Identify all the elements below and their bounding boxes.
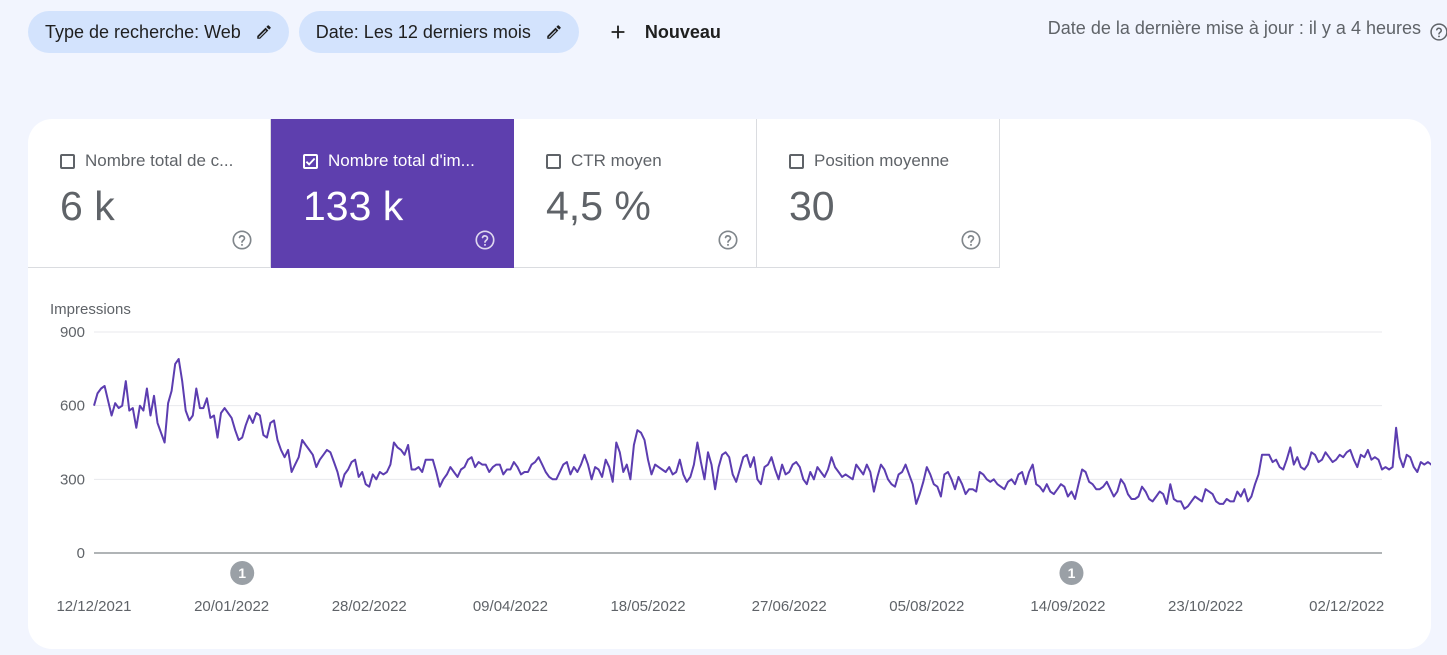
checkbox-icon[interactable]	[546, 153, 561, 169]
metric-tile-ctr[interactable]: CTR moyen 4,5 %	[514, 119, 757, 268]
plus-icon	[607, 21, 629, 43]
help-icon[interactable]	[231, 229, 253, 251]
metric-value: 133 k	[303, 183, 404, 229]
checkbox-icon[interactable]	[60, 153, 75, 169]
x-tick-label: 27/06/2022	[752, 598, 827, 615]
x-tick-label: 18/05/2022	[610, 598, 685, 615]
help-icon[interactable]	[474, 229, 496, 251]
y-tick-label: 0	[77, 545, 85, 562]
metric-label: Position moyenne	[814, 151, 950, 170]
annotation-marker[interactable]: 1	[1059, 561, 1084, 585]
new-filter-label: Nouveau	[644, 21, 721, 42]
checkbox-checked-icon[interactable]	[303, 153, 318, 169]
y-axis-title: Impressions	[50, 301, 131, 318]
filter-bar: Type de recherche: Web Date: Les 12 dern…	[28, 11, 733, 53]
x-tick-label: 09/04/2022	[473, 598, 548, 615]
x-tick-label: 14/09/2022	[1030, 598, 1105, 615]
checkbox-icon[interactable]	[789, 153, 804, 169]
metric-header: Nombre total d'im...	[303, 151, 475, 171]
metric-value: 6 k	[60, 183, 115, 229]
x-tick-label: 23/10/2022	[1168, 598, 1243, 615]
metric-header: CTR moyen	[546, 151, 662, 171]
annotation-label: 1	[1068, 565, 1076, 581]
x-tick-label: 05/08/2022	[889, 598, 964, 615]
help-icon[interactable]	[960, 229, 982, 251]
metric-value: 4,5 %	[546, 183, 651, 229]
date-label: Date: Les 12 derniers mois	[315, 21, 531, 42]
metric-header: Nombre total de c...	[60, 151, 233, 171]
x-tick-label: 02/12/2022	[1309, 598, 1384, 615]
metric-label: Nombre total de c...	[85, 151, 234, 170]
impressions-series-line	[93, 358, 1431, 510]
pencil-icon[interactable]	[255, 23, 273, 41]
metric-tiles: Nombre total de c... 6 k Nombre total d'…	[28, 119, 1000, 268]
y-tick-label: 600	[60, 398, 85, 415]
last-update-text: Date de la dernière mise à jour : il y a…	[1047, 18, 1421, 38]
search-type-label: Type de recherche: Web	[45, 21, 241, 42]
metric-value: 30	[789, 183, 835, 229]
impressions-chart: Impressions 0 300 600 900 12/12/2021 20/01/202…	[28, 268, 1431, 649]
y-tick-label: 900	[60, 324, 85, 341]
x-tick-label: 12/12/2021	[56, 598, 131, 615]
metric-header: Position moyenne	[789, 151, 949, 171]
x-tick-label: 28/02/2022	[332, 598, 407, 615]
help-icon[interactable]	[1429, 22, 1447, 42]
metric-label: CTR moyen	[571, 151, 662, 170]
metric-label: Nombre total d'im...	[328, 151, 475, 170]
metric-tile-clicks[interactable]: Nombre total de c... 6 k	[28, 119, 271, 268]
search-type-chip[interactable]: Type de recherche: Web	[28, 11, 289, 53]
metric-tile-impressions[interactable]: Nombre total d'im... 133 k	[271, 119, 514, 268]
annotation-label: 1	[238, 565, 246, 581]
chart-svg: Impressions 0 300 600 900 12/12/2021 20/01/202…	[50, 301, 1431, 615]
date-chip[interactable]: Date: Les 12 derniers mois	[298, 11, 579, 53]
performance-card: Nombre total de c... 6 k Nombre total d'…	[28, 119, 1431, 649]
metric-tile-position[interactable]: Position moyenne 30	[757, 119, 1000, 268]
x-tick-label: 20/01/2022	[194, 598, 269, 615]
y-tick-label: 300	[60, 471, 85, 488]
help-icon[interactable]	[717, 229, 739, 251]
annotation-marker[interactable]: 1	[230, 561, 255, 585]
new-filter-button[interactable]: Nouveau	[589, 11, 733, 53]
pencil-icon[interactable]	[545, 23, 563, 41]
